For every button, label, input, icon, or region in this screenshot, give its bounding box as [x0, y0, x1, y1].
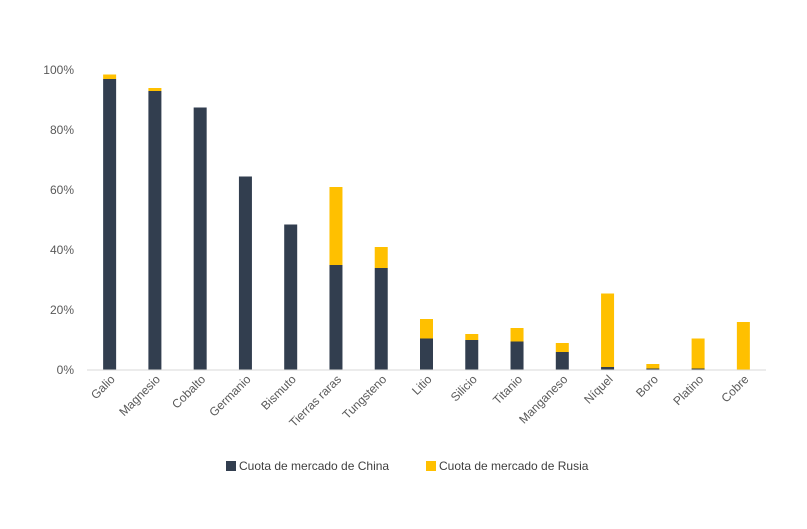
bar-china-12: [646, 368, 660, 370]
y-tick-label: 40%: [50, 243, 74, 257]
bar-rusia-5: [329, 187, 343, 265]
x-tick-label: Cobre: [718, 372, 751, 405]
bar-china-5: [329, 265, 343, 370]
legend-swatch-rusia: [426, 461, 436, 471]
y-axis: 0% 20% 40% 60% 80% 100%: [43, 63, 74, 377]
bar-china-7: [420, 338, 433, 370]
x-tick-label: Silicio: [448, 372, 480, 404]
x-tick-label: Germanio: [206, 372, 253, 419]
legend-swatch-china: [226, 461, 236, 471]
bar-china-13: [691, 368, 705, 370]
x-tick-label: Níquel: [581, 372, 615, 406]
bar-rusia-6: [374, 247, 388, 268]
x-tick-label: Titanio: [490, 372, 525, 407]
x-tick-label: Platino: [670, 372, 706, 408]
bar-rusia-14: [736, 322, 750, 370]
x-tick-label: Manganeso: [516, 372, 570, 426]
y-tick-label: 20%: [50, 303, 74, 317]
x-tick-label: Bismuto: [258, 372, 299, 413]
bar-china-3: [238, 176, 252, 370]
bar-rusia-8: [465, 334, 479, 340]
legend-label-rusia: Cuota de mercado de Rusia: [439, 459, 589, 473]
bar-rusia-10: [555, 343, 569, 352]
bar-rusia-7: [420, 319, 433, 339]
x-tick-label: Boro: [633, 372, 661, 400]
y-tick-label: 80%: [50, 123, 74, 137]
bar-rusia-13: [691, 338, 705, 369]
x-tick-label: Litio: [409, 372, 435, 398]
x-tick-label: Tungsteno: [340, 372, 390, 422]
bar-china-10: [555, 352, 569, 370]
y-tick-label: 60%: [50, 183, 74, 197]
bar-rusia-11: [601, 293, 615, 367]
bar-china-11: [601, 367, 615, 370]
bar-rusia-1: [148, 88, 162, 91]
bars: [103, 74, 750, 370]
bar-china-4: [284, 224, 298, 370]
y-tick-label: 100%: [43, 63, 74, 77]
bar-rusia-12: [646, 364, 660, 369]
bar-china-9: [510, 341, 524, 370]
legend: Cuota de mercado de China Cuota de mercad…: [226, 459, 589, 473]
y-tick-label: 0%: [57, 363, 75, 377]
x-tick-label: Galio: [88, 372, 118, 402]
bar-china-2: [193, 107, 207, 370]
bar-china-6: [374, 268, 388, 370]
x-tick-label: Magnesio: [116, 372, 163, 419]
legend-label-china: Cuota de mercado de China: [239, 459, 389, 473]
bar-rusia-9: [510, 328, 524, 342]
x-tick-label: Cobalto: [169, 372, 208, 411]
bar-china-0: [103, 79, 117, 370]
bar-china-1: [148, 91, 162, 370]
bar-rusia-0: [103, 74, 117, 79]
bar-china-8: [465, 340, 479, 370]
